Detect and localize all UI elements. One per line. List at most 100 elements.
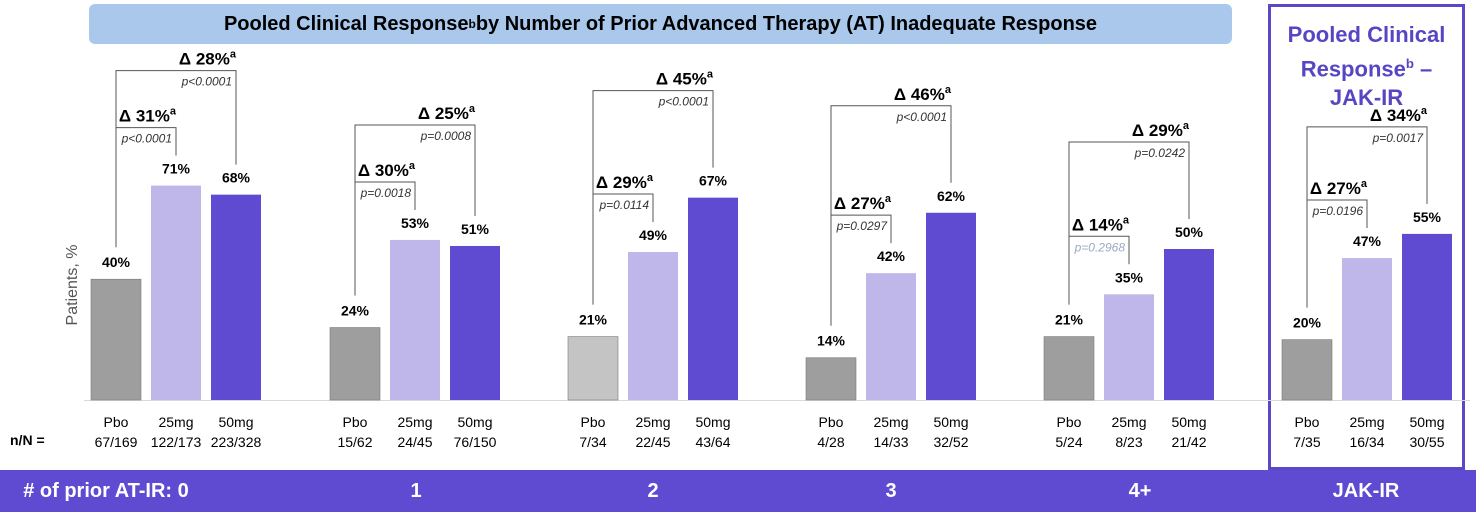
dose-label-g2-1: 25mg [635,414,670,430]
footer-label-2: 2 [647,480,659,502]
data-label-g2-0: 21% [579,312,608,328]
n-label-g3-1: 14/33 [873,434,908,450]
delta-50mg-g2: Δ 45%a [656,69,714,89]
bar-g0-2 [211,194,261,400]
delta-50mg-g3: Δ 46%a [894,84,952,104]
jak-title-line2: Responseb – [1300,56,1433,82]
dose-label-g2-2: 50mg [695,414,730,430]
n-label-g2-2: 43/64 [695,434,730,450]
bracket-25mg-g5 [1306,199,1368,308]
delta-25mg-g0: Δ 31%a [119,106,177,126]
n-label-g1-1: 24/45 [397,434,432,450]
n-label-g2-0: 7/34 [579,434,606,450]
n-label-g3-0: 4/28 [817,434,844,450]
data-label-g2-2: 67% [699,173,728,189]
data-label-g3-1: 42% [877,248,906,264]
bracket-50mg-g1 [354,124,476,216]
footer-label-0: # of prior AT-IR: 0 [23,480,189,502]
bar-g0-0 [90,278,142,401]
n-label-g4-2: 21/42 [1171,434,1206,450]
bar-g2-2 [688,197,738,400]
data-label-g5-0: 20% [1293,315,1322,331]
chart-title-sup: b [468,17,476,31]
data-label-g0-1: 71% [162,161,191,177]
data-label-g4-1: 35% [1115,269,1144,285]
footer-label-4: 4+ [1128,480,1152,502]
footer-label-1: 1 [410,480,422,502]
delta-25mg-g2: Δ 29%a [596,172,654,192]
dose-label-g1-0: Pbo [343,414,368,430]
n-label-g5-1: 16/34 [1349,434,1384,450]
data-label-g4-0: 21% [1055,312,1084,328]
delta-25mg-g3: Δ 27%a [834,193,892,213]
bracket-50mg-g2 [592,90,714,195]
pvalue-50mg-g3: p<0.0001 [896,110,947,124]
bracket-50mg-g4 [1068,141,1190,237]
n-label-g2-1: 22/45 [635,434,670,450]
bar-g5-1 [1342,258,1392,400]
dose-label-g1-2: 50mg [457,414,492,430]
delta-50mg-g1: Δ 25%a [418,103,476,123]
pvalue-25mg-g1: p=0.0018 [360,186,412,200]
bar-g3-0 [805,357,857,401]
pvalue-50mg-g0: p<0.0001 [181,75,232,89]
bracket-50mg-g3 [830,105,952,216]
bar-g1-0 [329,327,381,401]
n-over-n-label: n/N = [10,432,45,448]
footer-label-3: 3 [885,480,897,502]
delta-25mg-g4: Δ 14%a [1072,214,1130,234]
data-label-g1-2: 51% [461,221,490,237]
dose-label-g3-1: 25mg [873,414,908,430]
n-label-g3-2: 32/52 [933,434,968,450]
bar-g5-2 [1402,233,1452,400]
bar-g3-1 [866,273,916,400]
dose-label-g0-0: Pbo [104,414,129,430]
jak-ir-panel-border [1268,4,1465,470]
bracket-25mg-g3 [830,214,892,326]
delta-25mg-g5: Δ 27%a [1310,178,1368,198]
jak-title-line3: JAK-IR [1329,85,1404,111]
jak-title-line1: Pooled Clinical [1287,22,1446,47]
bracket-25mg-g0 [115,127,177,248]
chart-title-main: Pooled Clinical Response [223,12,469,35]
dose-label-g1-1: 25mg [397,414,432,430]
dose-label-g4-1: 25mg [1111,414,1146,430]
data-label-g1-1: 53% [401,215,430,231]
chart-title-rest: by Number of Prior Advanced Therapy (AT)… [475,12,1098,35]
dose-label-g5-2: 50mg [1409,414,1444,430]
data-label-g0-2: 68% [222,170,251,186]
bar-g4-2 [1164,249,1214,400]
dose-label-g4-2: 50mg [1171,414,1206,430]
n-label-g5-0: 7/35 [1293,434,1320,450]
delta-50mg-g5: Δ 34%a [1370,105,1428,125]
dose-label-g3-2: 50mg [933,414,968,430]
data-label-g5-1: 47% [1353,233,1382,249]
data-label-g4-2: 50% [1175,224,1204,240]
data-label-g3-2: 62% [937,188,966,204]
pvalue-25mg-g2: p=0.0114 [599,198,650,212]
pvalue-25mg-g4: p=0.2968 [1074,240,1126,254]
pvalue-25mg-g0: p<0.0001 [121,132,172,146]
pvalue-50mg-g1: p=0.0008 [420,129,472,143]
n-label-g0-1: 122/173 [151,434,202,450]
data-label-g1-0: 24% [341,303,370,319]
data-label-g0-0: 40% [102,254,131,270]
chart-title: Pooled Clinical Response b by Number of P… [89,4,1232,44]
data-label-g2-1: 49% [639,227,668,243]
bar-g4-0 [1043,336,1095,401]
dose-label-g4-0: Pbo [1057,414,1082,430]
bracket-50mg-g5 [1306,126,1428,204]
dose-label-g0-2: 50mg [218,414,253,430]
bar-g1-1 [390,239,440,400]
bar-g2-1 [628,252,678,400]
n-label-g0-2: 223/328 [211,434,262,450]
n-label-g1-2: 76/150 [454,434,497,450]
footer-bar [0,470,1476,512]
data-label-g5-2: 55% [1413,209,1442,225]
pvalue-25mg-g5: p=0.0196 [1312,204,1364,218]
jak-ir-panel-title: Pooled Clinical Responseb – JAK-IR [1268,20,1465,112]
n-label-g4-0: 5/24 [1055,434,1082,450]
pvalue-25mg-g3: p=0.0297 [836,219,889,233]
dose-label-g5-1: 25mg [1349,414,1384,430]
dose-label-g5-0: Pbo [1295,414,1320,430]
